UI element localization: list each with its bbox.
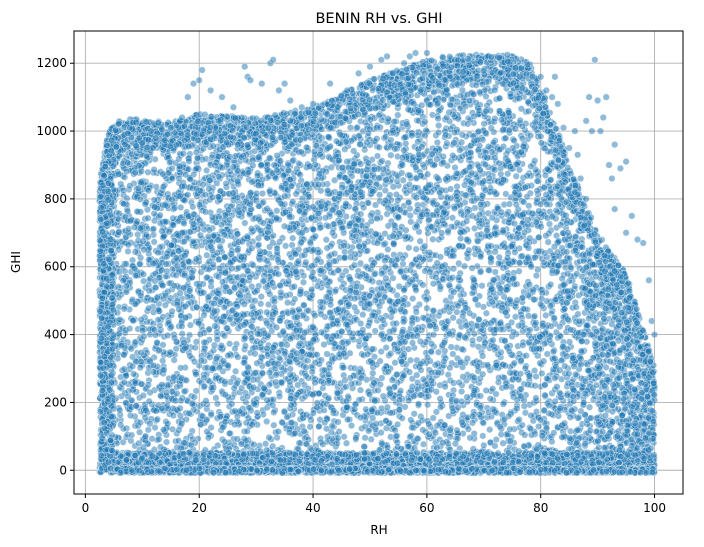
data-point xyxy=(265,300,273,309)
data-point xyxy=(226,340,234,348)
data-point xyxy=(228,400,236,408)
data-point xyxy=(213,179,221,187)
data-point xyxy=(283,341,291,349)
data-point xyxy=(124,247,132,255)
data-point xyxy=(402,226,410,234)
data-point xyxy=(531,382,539,390)
data-point xyxy=(458,387,466,396)
data-point xyxy=(524,312,533,320)
data-point xyxy=(449,350,457,358)
data-point xyxy=(232,367,240,375)
chart-title: BENIN RH vs. GHI xyxy=(315,11,442,27)
data-point xyxy=(340,433,348,441)
data-point xyxy=(352,434,360,442)
data-point xyxy=(234,353,242,361)
data-point xyxy=(144,214,152,222)
data-point xyxy=(433,138,442,147)
data-point xyxy=(357,319,365,328)
data-point xyxy=(323,244,331,252)
data-point xyxy=(378,157,386,165)
data-point xyxy=(532,372,540,381)
data-point xyxy=(292,190,300,198)
data-point xyxy=(419,281,427,289)
data-point xyxy=(338,327,346,336)
data-point xyxy=(356,386,365,394)
data-points xyxy=(95,49,659,477)
data-point xyxy=(499,400,507,408)
data-point xyxy=(407,416,415,424)
data-point xyxy=(262,440,270,448)
data-point xyxy=(429,235,437,243)
data-point xyxy=(265,369,274,377)
data-point xyxy=(463,235,471,244)
data-point xyxy=(331,287,339,296)
data-point xyxy=(350,261,359,269)
data-point xyxy=(495,253,503,261)
data-point xyxy=(154,248,162,257)
data-point xyxy=(506,369,514,377)
data-point xyxy=(449,265,458,273)
data-point xyxy=(538,369,546,378)
data-point xyxy=(389,274,397,282)
data-point xyxy=(451,163,459,172)
data-point xyxy=(308,368,316,376)
data-point xyxy=(160,366,168,374)
data-point xyxy=(136,428,144,436)
data-point xyxy=(376,191,384,199)
data-point xyxy=(453,219,461,227)
data-point xyxy=(257,293,265,301)
data-point xyxy=(323,350,331,358)
data-point xyxy=(168,175,176,183)
data-point xyxy=(464,425,473,433)
data-point xyxy=(534,266,542,274)
data-point xyxy=(480,120,488,128)
data-point xyxy=(342,439,351,447)
data-point xyxy=(335,428,343,436)
data-point xyxy=(322,236,330,244)
data-point xyxy=(373,215,381,223)
data-point xyxy=(405,244,413,252)
data-point xyxy=(441,383,449,391)
data-point xyxy=(248,323,256,331)
data-point xyxy=(436,395,444,403)
data-point xyxy=(291,295,299,303)
data-point xyxy=(317,187,325,195)
data-point xyxy=(502,383,510,391)
data-point xyxy=(367,435,375,443)
data-point xyxy=(177,203,185,211)
data-point xyxy=(448,214,457,222)
data-point xyxy=(300,427,308,435)
data-point xyxy=(150,238,158,246)
data-point xyxy=(186,352,194,360)
